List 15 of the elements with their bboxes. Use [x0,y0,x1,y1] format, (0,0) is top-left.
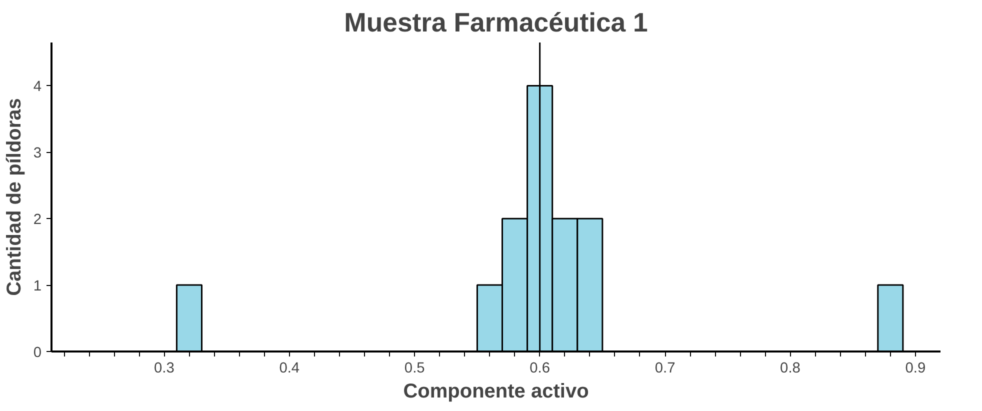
x-axis-title: Componente activo [403,380,589,402]
y-tick-label: 2 [33,212,42,228]
x-tick-label: 0.4 [279,360,300,376]
x-tick-label: 0.8 [780,360,800,376]
y-axis-title: Cantidad de píldoras [3,98,26,296]
y-tick-label: 3 [33,146,42,162]
x-tick-label: 0.5 [404,360,425,376]
x-tick-label: 0.3 [154,360,174,376]
x-tick-label: 0.9 [905,360,926,376]
y-tick-label: 0 [33,345,42,361]
x-tick-label: 0.7 [654,360,676,376]
y-tick-label: 4 [33,79,42,96]
x-tick-label: 0.6 [530,360,550,376]
y-tick-label: 1 [33,278,42,295]
chart-title: Muestra Farmacéutica 1 [344,8,648,38]
